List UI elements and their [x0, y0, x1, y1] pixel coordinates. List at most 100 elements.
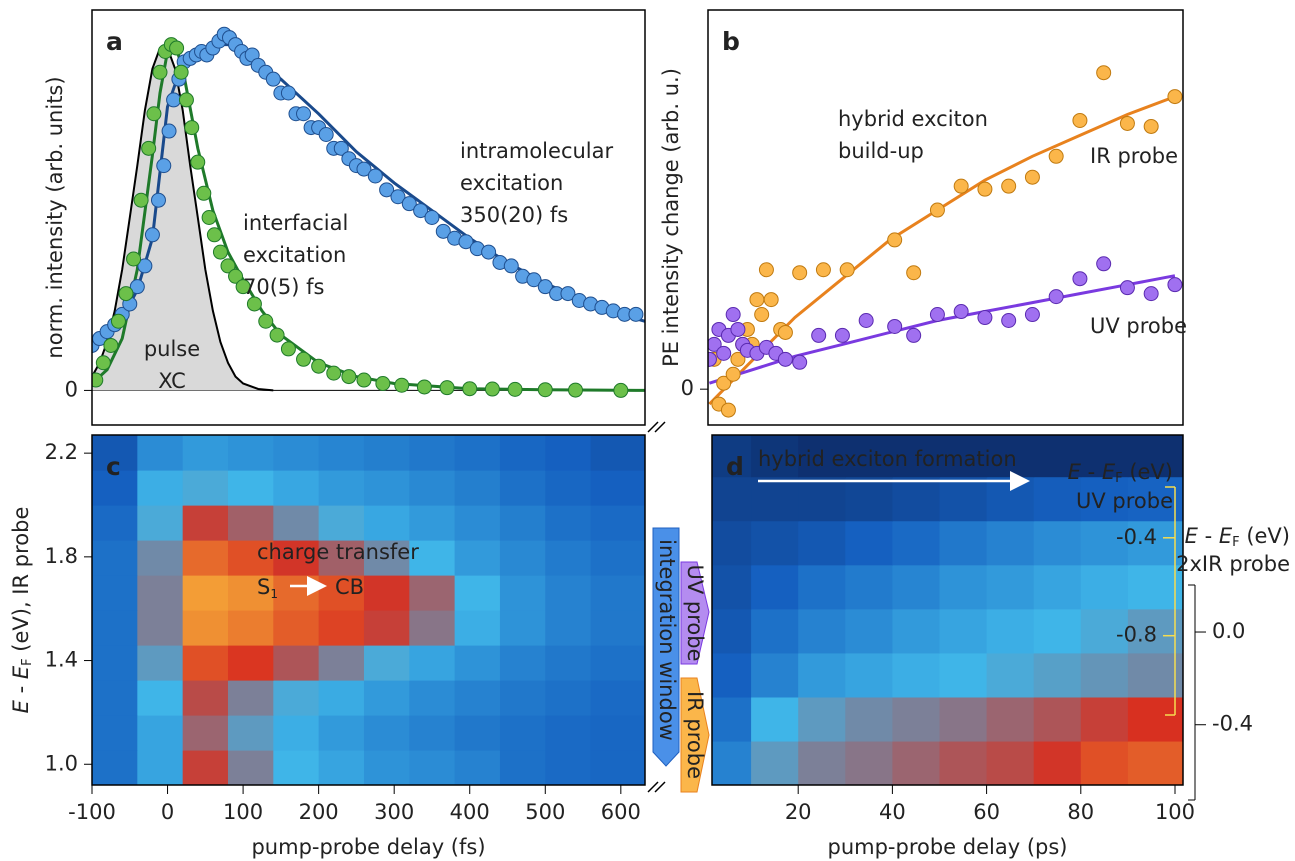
heat-cell: [363, 540, 410, 576]
label-part: E: [1102, 460, 1116, 484]
uv-box: [680, 561, 710, 665]
heat-cell: [409, 470, 456, 506]
heat-cell: [182, 750, 229, 785]
heat-cell: [892, 476, 941, 522]
axis-label: E - EF (eV): [1068, 460, 1173, 486]
heat-cell: [409, 750, 456, 785]
heat-cell: [363, 505, 410, 541]
data-point: [754, 307, 770, 323]
x-tick-label: 300: [374, 800, 414, 824]
heat-cell: [137, 575, 184, 611]
heat-cell: [409, 680, 456, 716]
annotation: interfacial: [243, 211, 348, 235]
heat-cell: [137, 505, 184, 541]
annotation: excitation: [243, 243, 346, 267]
heat-cell: [712, 652, 752, 698]
heat-cell: [499, 680, 546, 716]
heat-cell: [1127, 652, 1183, 698]
heat-cell: [182, 680, 229, 716]
data-point: [839, 262, 855, 278]
heat-cell: [1127, 476, 1183, 522]
heat-cell: [798, 608, 846, 654]
heat-cell: [318, 750, 365, 785]
label-part: E: [1068, 460, 1082, 484]
label-part: -: [9, 679, 33, 700]
data-point: [977, 310, 993, 326]
band-label: integration window: [655, 539, 679, 741]
y-tick-label: 2.2: [45, 440, 78, 464]
heat-cell: [939, 564, 988, 610]
heat-cell: [92, 680, 138, 716]
heat-cell: [227, 715, 274, 751]
data-point: [613, 382, 629, 398]
data-point: [834, 327, 850, 343]
heat-cell: [409, 435, 456, 471]
axis-label: UV probe: [1076, 489, 1173, 513]
data-point: [567, 382, 583, 398]
data-point: [246, 296, 262, 312]
heat-cell: [1080, 435, 1129, 478]
data-point: [815, 262, 831, 278]
heat-cell: [751, 476, 799, 522]
axis-label: E - EF (eV): [1185, 524, 1290, 550]
heat-cell: [798, 435, 846, 478]
data-point: [333, 140, 349, 156]
heat-cell: [939, 652, 988, 698]
annotation: S1: [257, 575, 278, 601]
heat-cell: [1127, 520, 1183, 566]
data-point: [367, 168, 383, 184]
heat-cell: [227, 680, 274, 716]
heat-cell: [227, 435, 274, 471]
heat-cell: [318, 435, 365, 471]
label-part: E: [9, 665, 33, 679]
heat-cell: [1080, 652, 1129, 698]
heat-cell: [939, 476, 988, 522]
heat-cell: [590, 715, 645, 751]
heat-cell: [712, 608, 752, 654]
heat-cell: [1127, 740, 1183, 785]
heat-cell: [892, 564, 941, 610]
heat-cell: [1033, 740, 1082, 785]
heat-cell: [92, 540, 138, 576]
heat-cell: [499, 610, 546, 646]
data-point: [394, 377, 410, 393]
x-tick-label: 0: [161, 800, 174, 824]
heat-cell: [845, 608, 893, 654]
label-part: E: [1219, 524, 1233, 548]
data-point: [439, 380, 455, 396]
annotation: 70(5) fs: [243, 275, 324, 299]
heat-cell: [545, 435, 592, 471]
data-point: [749, 292, 765, 308]
heat-cell: [751, 520, 799, 566]
heat-cell: [751, 696, 799, 742]
heat-cell: [712, 435, 752, 478]
heat-cell: [182, 435, 229, 471]
data-point: [133, 192, 149, 208]
x-tick-label: 200: [299, 800, 339, 824]
heat-cell: [137, 435, 184, 471]
heat-cell: [1033, 520, 1082, 566]
heat-cell: [712, 740, 752, 785]
heat-cell: [409, 575, 456, 611]
heat-cell: [892, 520, 941, 566]
data-point: [228, 268, 244, 284]
x-tick-label: 80: [1067, 800, 1094, 824]
data-point: [126, 251, 142, 267]
heat-cell: [545, 470, 592, 506]
data-point: [173, 64, 189, 80]
data-point: [977, 181, 993, 197]
data-point: [280, 85, 296, 101]
annotation-part: 1: [270, 587, 278, 601]
heat-cell: [409, 540, 456, 576]
data-point: [792, 354, 808, 370]
plot-area: [708, 65, 1183, 418]
heat-cell: [751, 740, 799, 785]
frame: [91, 9, 646, 426]
heat-cell: [318, 645, 365, 681]
data-point: [212, 244, 228, 260]
heat-cell: [545, 715, 592, 751]
heat-cell: [499, 435, 546, 471]
data-point: [280, 341, 296, 357]
annotation: UV probe: [1090, 314, 1187, 338]
band-label: IR probe: [683, 691, 707, 779]
